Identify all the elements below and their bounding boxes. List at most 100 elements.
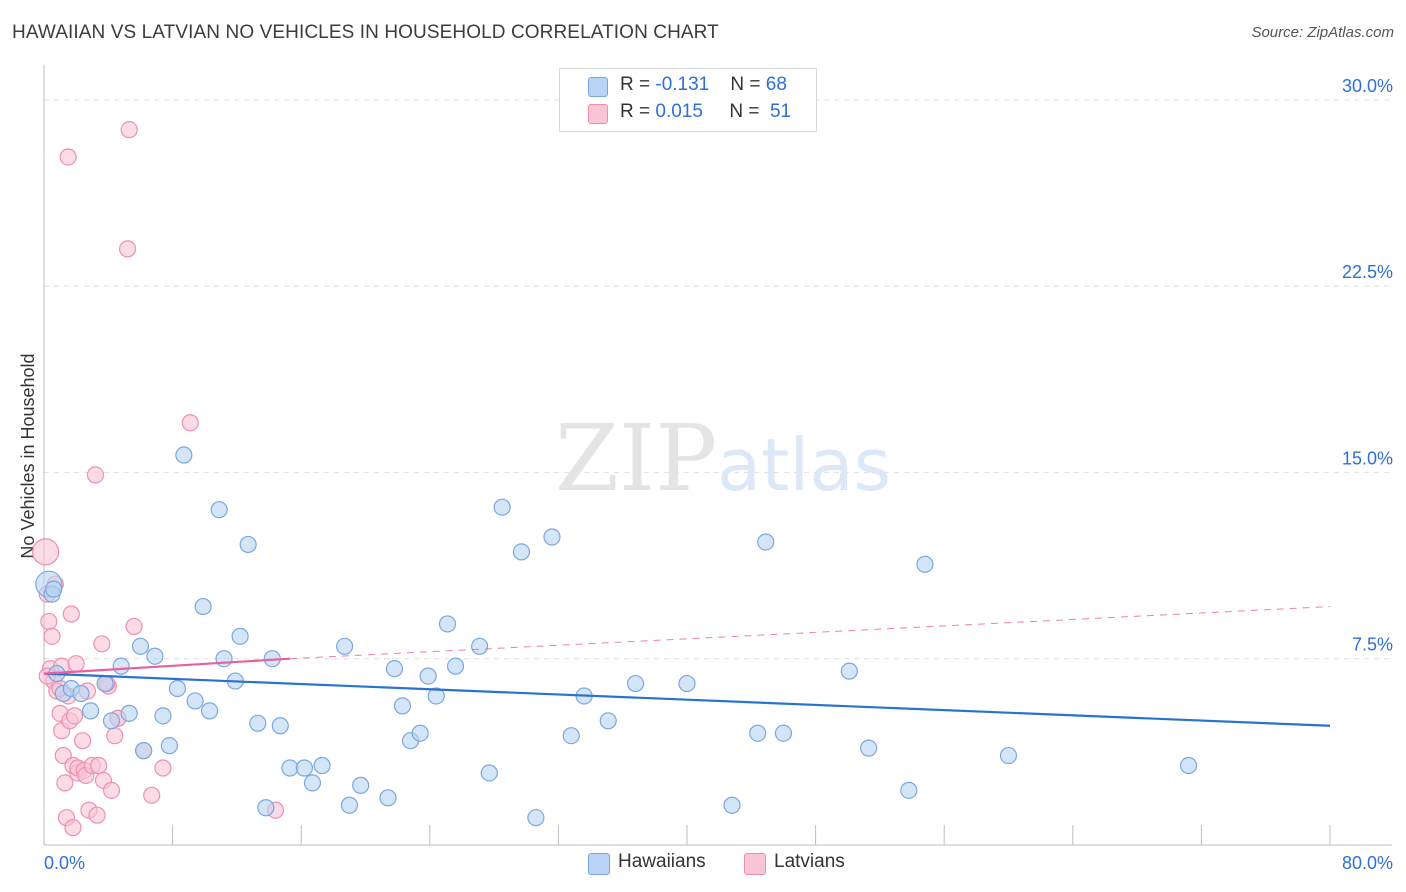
hawaiian-point bbox=[281, 759, 299, 777]
hawaiian-point bbox=[411, 724, 429, 742]
hawaiian-point bbox=[419, 667, 437, 685]
hawaiian-point bbox=[168, 679, 187, 698]
hawaiian-point bbox=[82, 702, 100, 720]
hawaiian-point bbox=[194, 597, 212, 616]
hawaiian-point bbox=[493, 498, 511, 516]
x-tick-labels: 0.0% 80.0% bbox=[44, 853, 1393, 873]
hawaiian-point bbox=[215, 650, 233, 668]
hawaiian-point bbox=[379, 789, 397, 807]
r-label: R = bbox=[620, 101, 656, 122]
x-tick-label-min: 0.0% bbox=[44, 853, 85, 873]
latvian-point bbox=[86, 466, 105, 484]
hawaiian-point bbox=[427, 687, 445, 705]
hawaiian-point bbox=[239, 535, 257, 554]
latvian-point bbox=[106, 727, 124, 745]
latvian-point bbox=[88, 806, 106, 824]
n-value-latvians: 51 bbox=[769, 101, 792, 122]
correlation-legend: R = -0.131 N = 68 R = 0.015 N = 51 bbox=[559, 68, 817, 132]
hawaiians-points bbox=[35, 446, 1198, 827]
hawaiian-point bbox=[295, 759, 314, 777]
hawaiian-point bbox=[154, 707, 172, 725]
y-tick-label: 30.0% bbox=[1342, 76, 1393, 96]
hawaiian-point bbox=[120, 704, 138, 722]
latvians-legend-swatch bbox=[744, 853, 766, 875]
hawaiians-swatch bbox=[588, 77, 608, 97]
hawaiian-point bbox=[313, 756, 331, 775]
latvian-point bbox=[120, 121, 138, 139]
latvian-point bbox=[64, 819, 82, 837]
watermark: ZIP atlas bbox=[555, 405, 891, 512]
latvians-swatch bbox=[588, 104, 608, 124]
watermark-atlas: atlas bbox=[717, 423, 891, 507]
latvian-point bbox=[181, 414, 199, 432]
y-tick-labels: 7.5% 15.0% 22.5% 30.0% bbox=[1342, 76, 1393, 655]
latvian-point bbox=[56, 774, 74, 792]
latvians-legend-label: Latvians bbox=[774, 851, 845, 872]
latvian-point bbox=[93, 635, 111, 653]
y-tick-label: 22.5% bbox=[1342, 262, 1393, 282]
latvian-point bbox=[90, 756, 108, 775]
hawaiian-point bbox=[480, 764, 498, 782]
hawaiian-point bbox=[385, 660, 404, 678]
y-tick-label: 15.0% bbox=[1342, 448, 1393, 468]
hawaiian-point bbox=[45, 580, 63, 598]
hawaiian-point bbox=[175, 446, 193, 464]
hawaiian-point bbox=[562, 727, 580, 745]
x-tick-label-max: 80.0% bbox=[1342, 853, 1393, 873]
hawaiian-point bbox=[186, 692, 204, 710]
latvians-trend-extension bbox=[289, 606, 1331, 660]
hawaiian-point bbox=[393, 697, 412, 715]
hawaiians-legend-swatch bbox=[588, 853, 610, 875]
hawaiian-point bbox=[112, 657, 130, 675]
latvian-point bbox=[67, 655, 85, 673]
hawaiian-point bbox=[231, 627, 249, 645]
hawaiian-point bbox=[527, 809, 545, 827]
hawaiian-point bbox=[840, 662, 858, 680]
hawaiian-point bbox=[860, 739, 878, 757]
hawaiian-point bbox=[72, 684, 90, 703]
hawaiians-trend-line bbox=[43, 672, 1331, 727]
hawaiians-legend-label: Hawaiians bbox=[618, 851, 706, 872]
hawaiian-point bbox=[336, 637, 354, 655]
hawaiian-point bbox=[131, 637, 150, 655]
latvian-point bbox=[32, 538, 60, 566]
hawaiian-point bbox=[512, 543, 531, 561]
hawaiian-point bbox=[102, 712, 121, 730]
hawaiian-point bbox=[340, 796, 359, 814]
hawaiian-point bbox=[210, 501, 228, 519]
hawaiian-point bbox=[471, 637, 489, 655]
hawaiian-point bbox=[678, 674, 696, 693]
hawaiian-point bbox=[96, 674, 114, 693]
latvian-point bbox=[43, 627, 61, 645]
latvian-point bbox=[65, 707, 84, 725]
hawaiian-point bbox=[271, 717, 289, 735]
hawaiian-point bbox=[900, 781, 918, 799]
hawaiian-point bbox=[999, 746, 1018, 765]
hawaiian-point bbox=[774, 724, 793, 742]
hawaiian-point bbox=[438, 615, 457, 633]
latvian-point bbox=[118, 240, 137, 258]
hawaiian-point bbox=[723, 796, 741, 814]
hawaiian-point bbox=[303, 774, 322, 792]
r-label: R = bbox=[620, 74, 656, 95]
latvian-point bbox=[73, 732, 92, 750]
r-value-hawaiians: -0.131 bbox=[655, 74, 710, 95]
latvian-point bbox=[143, 786, 161, 804]
hawaiian-point bbox=[249, 714, 267, 732]
watermark-zip: ZIP bbox=[555, 405, 717, 512]
latvian-point bbox=[154, 759, 172, 777]
hawaiian-point bbox=[446, 657, 465, 675]
latvian-point bbox=[125, 617, 143, 636]
n-value-hawaiians: 68 bbox=[765, 74, 787, 95]
hawaiian-point bbox=[543, 528, 561, 546]
y-tick-label: 7.5% bbox=[1352, 635, 1393, 655]
hawaiian-point bbox=[200, 702, 219, 720]
n-label: N = bbox=[729, 101, 765, 122]
r-value-latvians: 0.015 bbox=[655, 101, 703, 122]
hawaiian-point bbox=[135, 742, 153, 760]
hawaiian-point bbox=[160, 737, 178, 755]
latvians-points bbox=[32, 121, 285, 837]
chart-title: HAWAIIAN VS LATVIAN NO VEHICLES IN HOUSE… bbox=[12, 22, 719, 43]
trend-lines bbox=[43, 606, 1331, 727]
